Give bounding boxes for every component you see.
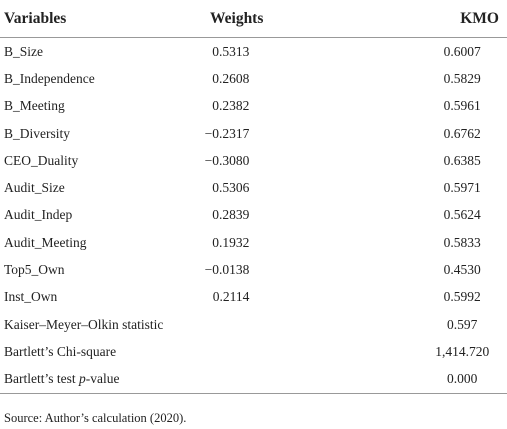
table-cell: CEO_Duality xyxy=(4,152,79,168)
table-cell: 0.000 xyxy=(421,365,507,394)
table-cell: Top5_Own xyxy=(4,262,65,278)
table-row: Top5_Own −0.0138 0.4530 xyxy=(0,256,507,283)
table-cell: −0.2317 xyxy=(204,125,250,141)
table-row: Audit_Indep 0.2839 0.5624 xyxy=(0,202,507,229)
table-cell: 0.1932 xyxy=(212,234,250,250)
table-header: Variables Weights KMO xyxy=(0,0,507,38)
label-part: -value xyxy=(85,371,120,387)
data-table: Variables Weights KMO B_Size 0.5313 0.6007 B_… xyxy=(0,0,507,394)
table-cell: 0.5624 xyxy=(443,207,481,223)
table-cell xyxy=(205,311,422,338)
table-row: Audit_Size 0.5306 0.5971 xyxy=(0,174,507,201)
table-row: Inst_Own 0.2114 0.5992 xyxy=(0,284,507,311)
table-cell: 0.5971 xyxy=(443,180,481,196)
table-cell: B_Size xyxy=(4,43,43,59)
table-cell: 0.2382 xyxy=(212,98,250,114)
table-cell: Bartlett’s Chi-square xyxy=(4,343,117,359)
table-row: B_Diversity −0.2317 0.6762 xyxy=(0,120,507,147)
label-part: Bartlett’s test xyxy=(4,371,79,387)
table-row: Kaiser–Meyer–Olkin statistic 0.597 xyxy=(0,311,507,338)
table-cell: 0.2839 xyxy=(212,207,250,223)
table-cell xyxy=(204,365,422,394)
table-cell: 0.597 xyxy=(447,316,478,332)
table-body: B_Size 0.5313 0.6007 B_Independence 0.2608 0.… xyxy=(0,38,507,394)
table-cell: 0.5306 xyxy=(212,180,250,196)
label-part: p xyxy=(79,371,86,387)
table-cell: Kaiser–Meyer–Olkin statistic xyxy=(4,316,164,332)
table-cell: 1,414.720 xyxy=(435,343,490,359)
table-row: Audit_Meeting 0.1932 0.5833 xyxy=(0,229,507,256)
table-cell: 0.5833 xyxy=(443,234,481,250)
table-cell: 0.5961 xyxy=(443,98,481,114)
table-cell: Audit_Indep xyxy=(4,207,73,223)
table-cell: B_Diversity xyxy=(4,125,70,141)
table-cell: Inst_Own xyxy=(4,289,58,305)
header-cell: Variables xyxy=(0,0,205,38)
source-note: Source: Author’s calculation (2020). xyxy=(4,411,187,425)
table-cell: 0.6762 xyxy=(443,125,481,141)
table-cell: 0.5829 xyxy=(443,70,481,86)
table-row: B_Independence 0.2608 0.5829 xyxy=(0,65,507,92)
table-cell: Audit_Meeting xyxy=(4,234,87,250)
table-cell: 0.5992 xyxy=(443,289,481,305)
header-row: Variables Weights KMO xyxy=(0,0,507,38)
table-cell: 0.2114 xyxy=(212,289,250,305)
table-cell: Audit_Size xyxy=(4,180,65,196)
table-row: B_Meeting 0.2382 0.5961 xyxy=(0,93,507,120)
table-cell: −0.0138 xyxy=(204,262,250,278)
table-row: B_Size 0.5313 0.6007 xyxy=(0,38,507,66)
table-cell: −0.3080 xyxy=(204,152,250,168)
header-cell: Weights xyxy=(204,0,422,38)
table-row: Bartlett’s test p-value 0.000 xyxy=(0,365,507,394)
header-cell: KMO xyxy=(421,0,507,38)
table-cell: B_Independence xyxy=(4,70,95,86)
table-cell: B_Meeting xyxy=(4,98,65,114)
table-row: CEO_Duality −0.3080 0.6385 xyxy=(0,147,507,174)
table-cell xyxy=(205,338,422,365)
table-cell: 0.6007 xyxy=(443,43,481,59)
table-cell: 0.5313 xyxy=(212,43,250,59)
table-cell: Bartlett’s test p-value xyxy=(0,365,205,394)
table-cell: 0.6385 xyxy=(443,152,481,168)
table-cell: 0.4530 xyxy=(443,262,481,278)
table-cell: 0.2608 xyxy=(212,70,250,86)
table-row: Bartlett’s Chi-square 1,414.720 xyxy=(0,338,507,365)
